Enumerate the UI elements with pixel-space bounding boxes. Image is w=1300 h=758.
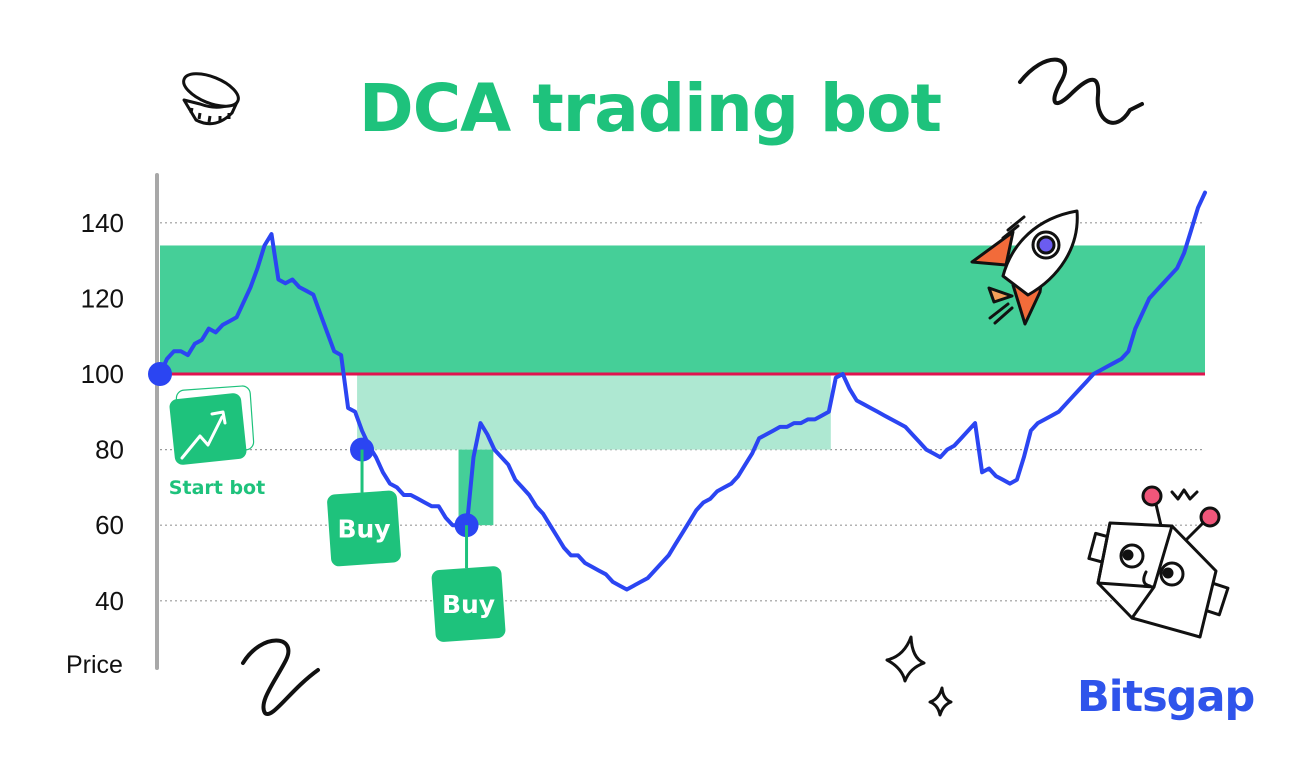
buy-label-box <box>327 490 401 567</box>
start-bot-label: Start bot <box>169 477 265 499</box>
start-marker <box>148 362 172 386</box>
start-bot-icon <box>169 385 255 465</box>
price-series-line <box>158 190 1207 592</box>
y-tick-label: 100 <box>81 359 124 389</box>
robot-icon <box>1087 485 1230 639</box>
zones-layer <box>160 245 1205 526</box>
buy-label-box <box>431 566 506 642</box>
y-axis-label: Price <box>66 651 123 679</box>
safety-order-fill <box>458 449 494 526</box>
y-tick-label: 40 <box>95 586 124 616</box>
y-tick-label: 120 <box>81 283 124 313</box>
trend-arrow-head-icon <box>210 410 227 425</box>
squiggle-icon <box>1018 57 1144 125</box>
sparkle-icon <box>885 635 926 683</box>
buy-label: Buy <box>337 515 390 544</box>
deal-zone <box>357 374 831 450</box>
y-tick-label: 60 <box>95 510 124 540</box>
line-layer <box>158 190 1207 592</box>
page-title: DCA trading bot <box>358 70 942 147</box>
y-tick-label: 140 <box>81 208 124 238</box>
brand-logo: Bitsgap <box>1077 672 1255 722</box>
squiggle-icon <box>241 638 320 717</box>
buy-label: Buy <box>442 590 495 619</box>
start-bot-icon-box <box>169 393 247 465</box>
rocket-icon <box>970 209 1079 326</box>
sparkle-icon <box>928 686 953 717</box>
trend-arrow-icon <box>180 415 224 460</box>
coin-icon <box>182 72 240 126</box>
labels-layer: Start bot Buy Buy <box>169 385 506 642</box>
y-tick-label: 80 <box>95 435 124 465</box>
